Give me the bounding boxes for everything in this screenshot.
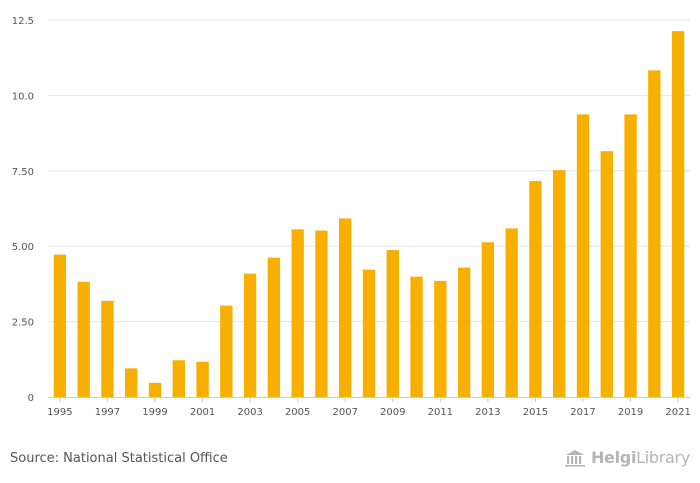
bar-2009[interactable] xyxy=(386,250,399,397)
x-tick-label: 2021 xyxy=(665,407,690,418)
chart-footer: Source: National Statistical Office Helg… xyxy=(0,440,700,483)
bar-1998[interactable] xyxy=(125,368,138,397)
y-tick-label: 2.50 xyxy=(12,318,34,329)
bar-1996[interactable] xyxy=(77,281,90,397)
bar-1997[interactable] xyxy=(101,300,114,397)
bar-2007[interactable] xyxy=(339,218,352,397)
bar-1995[interactable] xyxy=(53,254,67,397)
x-tick-label: 2017 xyxy=(570,407,595,418)
x-tick-label: 2007 xyxy=(332,407,357,418)
bar-2002[interactable] xyxy=(220,305,233,397)
bar-2015[interactable] xyxy=(529,181,542,397)
x-tick-label: 2005 xyxy=(285,407,310,418)
y-tick-label: 0 xyxy=(28,393,34,404)
x-tick-label: 1995 xyxy=(47,407,72,418)
x-tick-label: 2019 xyxy=(618,407,643,418)
bar-2019[interactable] xyxy=(624,114,637,397)
x-tick-label: 2013 xyxy=(475,407,500,418)
logo-light: Library xyxy=(636,448,690,467)
bar-2000[interactable] xyxy=(172,360,185,397)
bar-2003[interactable] xyxy=(243,273,257,397)
x-tick-label: 2009 xyxy=(380,407,405,418)
bar-2017[interactable] xyxy=(576,114,590,397)
logo-text: HelgiLibrary xyxy=(591,448,690,467)
x-tick-label: 1997 xyxy=(95,407,120,418)
y-tick-label: 7.50 xyxy=(12,167,34,178)
bar-2013[interactable] xyxy=(481,242,495,397)
logo-bold: Helgi xyxy=(590,448,637,467)
bar-1999[interactable] xyxy=(148,382,162,397)
x-tick-label: 2015 xyxy=(523,407,548,418)
bar-2012[interactable] xyxy=(457,267,471,397)
source-note: Source: National Statistical Office xyxy=(10,451,228,466)
bar-2006[interactable] xyxy=(315,230,328,397)
bar-2010[interactable] xyxy=(410,276,423,397)
bar-2001[interactable] xyxy=(196,361,209,397)
x-tick-label: 2003 xyxy=(237,407,262,418)
x-axis-ticks: 1995 1997 1999 2001 2003 2005 2007 2009 2011 2013… xyxy=(47,397,691,418)
bar-chart: 0 2.50 5.00 7.50 10.0 12.5 1995 1997 1999 2001 20… xyxy=(12,16,691,418)
y-tick-label: 10.0 xyxy=(12,91,34,102)
bars xyxy=(53,31,685,398)
bar-2016[interactable] xyxy=(553,170,566,397)
bar-2014[interactable] xyxy=(505,228,518,397)
bar-2005[interactable] xyxy=(291,229,304,397)
bar-2020[interactable] xyxy=(648,70,661,398)
helgi-library-logo[interactable]: HelgiLibrary xyxy=(563,448,690,467)
bar-2021[interactable] xyxy=(671,31,685,397)
y-tick-label: 12.5 xyxy=(12,16,34,27)
x-tick-label: 2011 xyxy=(428,407,453,418)
bar-2004[interactable] xyxy=(267,257,281,397)
x-tick-label: 1999 xyxy=(142,407,167,418)
y-tick-label: 5.00 xyxy=(12,242,34,253)
bar-2011[interactable] xyxy=(434,280,447,397)
bar-2018[interactable] xyxy=(600,151,613,397)
y-axis-ticks: 0 2.50 5.00 7.50 10.0 12.5 xyxy=(12,16,34,404)
x-tick-label: 2001 xyxy=(190,407,215,418)
bar-2008[interactable] xyxy=(362,269,376,397)
building-columns-icon xyxy=(564,449,585,466)
